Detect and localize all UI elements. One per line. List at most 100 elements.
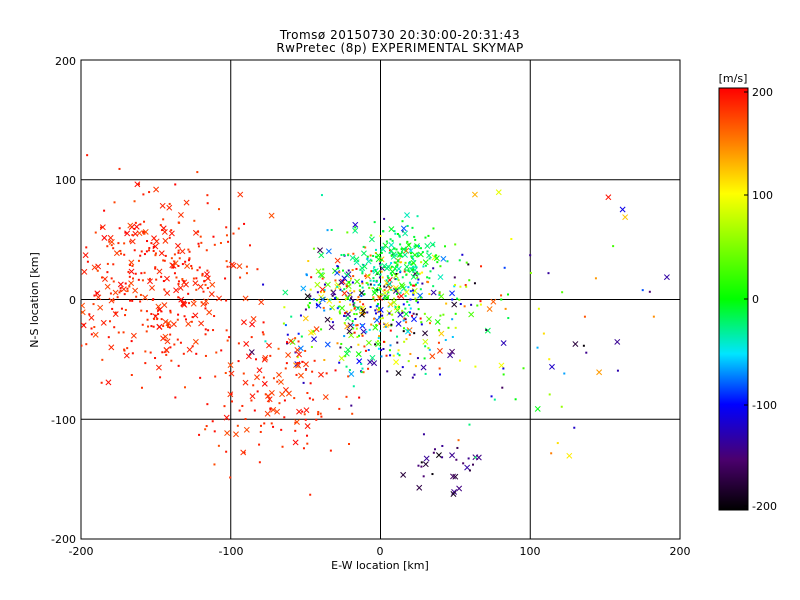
data-point-x-marker bbox=[142, 228, 149, 235]
data-point-dot bbox=[113, 326, 116, 329]
data-point-dot bbox=[382, 340, 385, 343]
data-point-dot bbox=[467, 457, 470, 460]
data-point-dot bbox=[396, 352, 399, 355]
data-point-x-marker bbox=[345, 283, 352, 290]
data-point-dot bbox=[405, 321, 408, 324]
data-point-dot bbox=[131, 233, 134, 236]
data-point-dot bbox=[352, 275, 355, 278]
data-point-dot bbox=[162, 280, 165, 283]
data-point-dot bbox=[381, 317, 384, 320]
data-point-dot bbox=[309, 382, 312, 385]
data-point-dot bbox=[411, 314, 414, 317]
data-point-dot bbox=[129, 299, 132, 302]
data-point-dot bbox=[206, 202, 209, 205]
data-point-x-marker bbox=[149, 284, 155, 291]
data-point-dot bbox=[446, 260, 449, 263]
data-point-x-marker bbox=[322, 394, 329, 400]
data-point-x-marker bbox=[104, 283, 111, 290]
data-point-dot bbox=[387, 265, 390, 268]
data-point-x-marker bbox=[319, 286, 326, 293]
data-point-x-marker bbox=[400, 246, 407, 253]
data-point-dot bbox=[155, 278, 158, 281]
data-point-dot bbox=[219, 242, 222, 245]
data-point-x-marker bbox=[155, 303, 162, 310]
data-point-dot bbox=[382, 347, 385, 350]
data-point-dot bbox=[409, 290, 412, 293]
data-point-x-marker bbox=[245, 353, 252, 360]
data-point-dot bbox=[377, 283, 380, 286]
data-point-x-marker bbox=[99, 224, 106, 231]
data-point-dot bbox=[207, 329, 210, 332]
data-point-dot bbox=[451, 318, 454, 321]
data-point-dot bbox=[379, 329, 382, 332]
data-point-dot bbox=[379, 317, 382, 320]
data-point-dot bbox=[377, 302, 380, 305]
data-point-dot bbox=[86, 260, 89, 263]
data-point-dot bbox=[375, 279, 378, 282]
data-point-dot bbox=[188, 302, 191, 305]
data-point-x-marker bbox=[192, 280, 199, 287]
x-tick-label: 0 bbox=[377, 545, 384, 558]
data-point-dot bbox=[207, 277, 210, 280]
colorbar-tick-label: 200 bbox=[752, 86, 773, 99]
data-point-dot bbox=[112, 280, 115, 283]
data-point-x-marker bbox=[296, 351, 303, 358]
data-point-x-marker bbox=[369, 354, 376, 361]
data-point-x-marker bbox=[236, 263, 243, 270]
data-point-dot bbox=[438, 291, 441, 294]
data-point-x-marker bbox=[156, 306, 163, 313]
data-point-dot bbox=[286, 342, 289, 345]
data-point-dot bbox=[416, 357, 419, 360]
data-point-dot bbox=[187, 292, 190, 295]
data-point-x-marker bbox=[161, 302, 168, 309]
data-point-dot bbox=[361, 272, 364, 275]
data-point-dot bbox=[411, 255, 414, 258]
data-point-dot bbox=[402, 303, 405, 306]
data-point-dot bbox=[428, 277, 431, 280]
data-point-dot bbox=[389, 272, 392, 275]
data-point-dot bbox=[380, 293, 383, 296]
data-point-dot bbox=[402, 319, 405, 322]
data-point-dot bbox=[152, 249, 155, 252]
data-point-dot bbox=[148, 249, 151, 252]
data-point-dot bbox=[139, 254, 142, 257]
data-point-x-marker bbox=[163, 347, 170, 354]
data-point-dot bbox=[114, 311, 117, 314]
data-point-dot bbox=[367, 283, 370, 286]
data-point-x-marker bbox=[330, 289, 337, 296]
data-point-dot bbox=[93, 294, 96, 297]
data-point-dot bbox=[338, 271, 341, 274]
data-point-dot bbox=[386, 275, 389, 278]
data-point-dot bbox=[396, 341, 399, 344]
data-point-x-marker bbox=[490, 298, 497, 305]
data-point-dot bbox=[258, 443, 261, 446]
data-point-dot bbox=[353, 306, 356, 309]
data-point-x-marker bbox=[411, 267, 418, 273]
data-point-dot bbox=[197, 230, 200, 233]
data-point-dot bbox=[262, 333, 265, 336]
data-point-x-marker bbox=[375, 252, 382, 259]
data-point-dot bbox=[243, 222, 246, 225]
data-point-dot bbox=[368, 328, 371, 331]
data-point-dot bbox=[197, 245, 200, 248]
data-point-x-marker bbox=[374, 270, 381, 276]
data-point-dot bbox=[298, 362, 301, 365]
data-point-dot bbox=[398, 235, 401, 238]
grid-lines bbox=[81, 60, 680, 539]
data-point-dot bbox=[308, 397, 311, 400]
data-point-dot bbox=[168, 236, 171, 239]
data-point-dot bbox=[419, 272, 422, 275]
y-tick-label: 100 bbox=[55, 174, 76, 187]
data-point-dot bbox=[118, 291, 121, 294]
data-point-dot bbox=[388, 251, 391, 254]
data-point-x-marker bbox=[294, 419, 300, 425]
data-point-x-marker bbox=[190, 300, 197, 307]
data-point-dot bbox=[403, 340, 406, 343]
data-point-x-marker bbox=[372, 286, 379, 293]
data-point-x-marker bbox=[216, 295, 223, 302]
data-point-dot bbox=[178, 221, 181, 224]
data-point-dot bbox=[412, 293, 415, 296]
data-point-dot bbox=[330, 318, 333, 321]
data-point-dot bbox=[350, 404, 353, 407]
data-point-dot bbox=[107, 336, 110, 339]
